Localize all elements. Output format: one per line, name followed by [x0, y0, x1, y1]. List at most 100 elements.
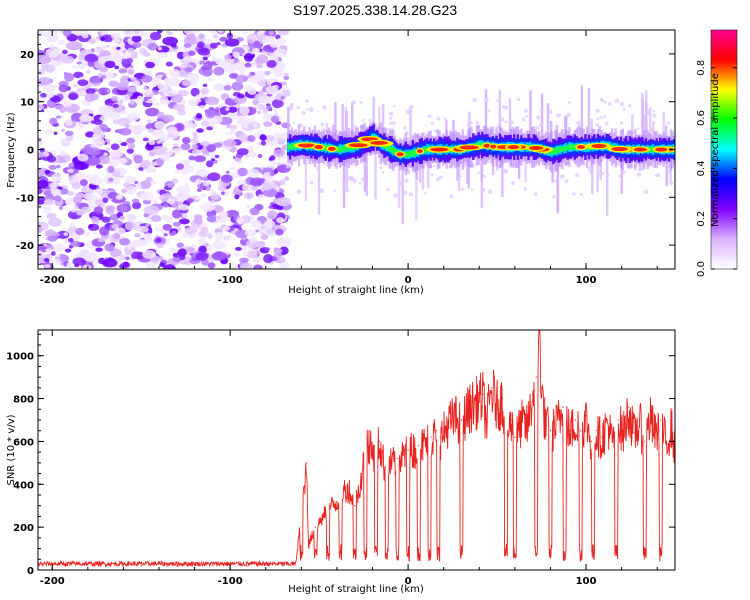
spectrogram-signal-speckle	[614, 98, 620, 104]
spectrogram-signal-speckle	[379, 166, 383, 170]
spectrogram-noise-speckle	[105, 44, 110, 48]
snr-data-point	[314, 526, 317, 528]
spectrogram-signal-speckle	[305, 108, 309, 111]
spectrogram-noise-speckle	[240, 71, 245, 76]
colorbar-label: Normalized spectral amplitude	[710, 73, 721, 227]
colorbar-tick-label: 0.4	[696, 160, 707, 176]
colorbar-gradient	[710, 29, 738, 270]
snr-data-point	[176, 565, 178, 567]
spectrogram-signal-speckle	[443, 117, 447, 121]
snr-data-point	[622, 430, 624, 432]
spectrogram-signal-speckle	[362, 162, 367, 167]
spectrogram-noise-speckle	[145, 88, 153, 96]
snr-y-tick-label: 0	[27, 566, 34, 577]
spectrogram-noise-speckle	[213, 66, 225, 76]
spectrogram-noise-speckle	[202, 56, 208, 61]
spectrogram-signal-streak	[345, 148, 348, 192]
spectrogram-noise-speckle	[132, 42, 142, 48]
spectrogram-noise-speckle	[167, 182, 173, 188]
spectrogram-noise-region	[38, 30, 292, 269]
spectrogram-noise-speckle	[237, 148, 249, 156]
spectrogram-ridge-cell	[338, 146, 342, 153]
spectrogram-noise-speckle	[190, 87, 200, 97]
spectrogram-noise-speckle	[128, 86, 137, 93]
spectrogram-noise-speckle	[224, 54, 232, 60]
spectrogram-noise-speckle	[270, 115, 280, 124]
spectrogram-noise-speckle	[111, 37, 121, 44]
spectrogram-noise-speckle	[148, 161, 158, 167]
spectrogram-noise-speckle	[260, 234, 269, 240]
spectrogram-noise-speckle	[207, 262, 216, 269]
spectrogram-ridge-cell	[568, 144, 571, 150]
spectrogram-signal-speckle	[618, 174, 621, 178]
spectrogram-signal-speckle	[619, 121, 624, 125]
spectrogram-signal-speckle	[524, 115, 528, 119]
spectrogram-noise-speckle	[142, 52, 151, 57]
spectrogram-noise-speckle	[172, 147, 182, 154]
spectrogram-noise-speckle	[265, 135, 275, 142]
spectrogram-noise-speckle	[135, 183, 142, 189]
spectrogram-noise-speckle	[190, 138, 200, 144]
spectrogram-noise-speckle	[175, 169, 181, 174]
snr-data-point	[544, 419, 546, 421]
spectrogram-noise-speckle	[104, 243, 115, 252]
spectrogram-noise-speckle	[111, 95, 118, 102]
spectrogram-noise-speckle	[247, 39, 253, 44]
spectrogram-signal-speckle	[501, 104, 506, 109]
spectrogram-noise-speckle	[125, 213, 135, 222]
spectrogram-noise-speckle	[111, 176, 122, 185]
spectrogram-noise-speckle	[166, 198, 176, 204]
spectrogram-signal-streak	[591, 146, 594, 194]
spectrogram-noise-speckle	[276, 37, 287, 45]
spectrogram-signal-speckle	[389, 116, 393, 120]
snr-data-point	[322, 515, 324, 518]
spectrogram-noise-speckle	[229, 166, 236, 171]
spectrogram-signal-speckle	[652, 113, 657, 118]
spectrogram-noise-speckle	[93, 119, 103, 125]
spectrogram-noise-speckle	[201, 259, 210, 266]
spectrogram-noise-speckle	[43, 258, 50, 263]
spectrogram-signal-streak	[529, 90, 532, 148]
snr-y-ticks: 0 200 400 600 800 1000	[6, 333, 675, 577]
spectrogram-noise-speckle	[186, 33, 197, 43]
spectrogram-signal-speckle	[408, 192, 413, 197]
colorbar-tick-label: 0.0	[696, 261, 707, 277]
spectrogram-noise-speckle	[236, 216, 245, 225]
snr-x-tick-label: -100	[218, 576, 243, 587]
spectrogram-noise-speckle	[255, 241, 266, 248]
snr-data-point	[379, 440, 381, 443]
spectrogram-noise-speckle	[178, 204, 190, 211]
spectrogram-noise-speckle	[187, 149, 192, 153]
spectrogram-noise-speckle	[279, 261, 290, 269]
snr-y-axis-label: SNR (10 * v/v)	[6, 414, 17, 485]
snr-y-tick-label: 800	[13, 395, 34, 406]
spectrogram-noise-speckle	[40, 93, 47, 98]
spectrogram-noise-speckle	[186, 247, 196, 253]
spectrogram-noise-speckle	[228, 129, 237, 136]
colorbar-tick-label: 0.6	[696, 110, 707, 126]
spectrogram-noise-speckle	[188, 155, 196, 161]
snr-data-point	[430, 436, 432, 438]
spectrogram-noise-speckle	[277, 30, 290, 36]
spectrogram-signal-speckle	[503, 168, 508, 174]
spectrogram-signal-speckle	[430, 121, 435, 125]
spectrogram-hotspot-inner	[611, 147, 628, 152]
spectrogram-signal-speckle	[523, 186, 528, 191]
spectrogram-noise-speckle	[133, 124, 145, 134]
snr-data-point	[455, 415, 457, 417]
spectrogram-noise-speckle	[262, 108, 269, 113]
spectrogram-noise-speckle	[243, 192, 255, 199]
snr-x-tick-label: 0	[405, 576, 412, 587]
spectrogram-signal-speckle	[296, 189, 302, 195]
snr-data-point	[366, 436, 368, 438]
spectrogram-noise-speckle	[226, 81, 231, 86]
spectrogram-x-tick-label: -200	[40, 275, 65, 286]
spectrogram-signal-speckle	[652, 121, 656, 125]
spectrogram-noise-speckle	[65, 119, 73, 126]
spectrogram-noise-speckle	[110, 149, 124, 158]
spectrogram-noise-speckle	[165, 149, 174, 156]
spectrogram-noise-speckle	[224, 38, 240, 47]
spectrogram-noise-speckle	[168, 69, 181, 78]
spectrogram-x-tick-label: 0	[405, 275, 412, 286]
spectrogram-signal-streak	[287, 106, 290, 147]
